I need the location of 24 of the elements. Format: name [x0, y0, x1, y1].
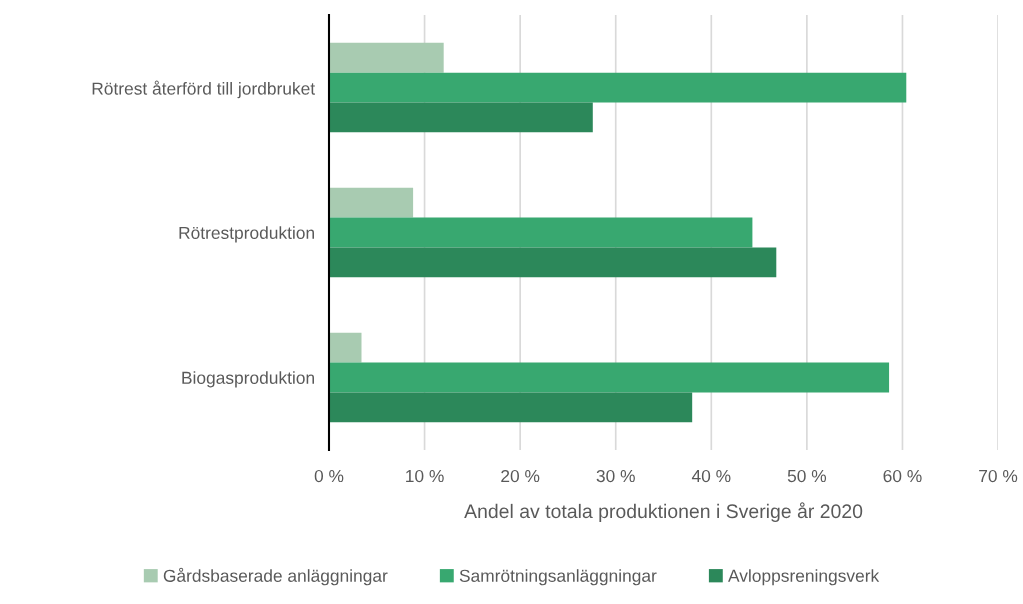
- bar: [329, 217, 753, 248]
- bar: [329, 362, 890, 393]
- x-tick-label: 40 %: [691, 469, 731, 483]
- bar: [329, 332, 362, 363]
- bar: [329, 102, 593, 133]
- legend-label: Samrötningsanläggningar: [459, 569, 657, 586]
- legend-label: Gårdsbaserade anläggningar: [163, 567, 388, 586]
- y-tick-label: Rötrest återförd till jordbruket: [92, 80, 315, 99]
- y-tick-label: Rötrestproduktion: [179, 226, 314, 243]
- bar: [329, 42, 444, 73]
- x-tick-label: 50 %: [787, 469, 827, 483]
- x-tick-label: 70 %: [979, 469, 1018, 483]
- x-tick-label: 10 %: [406, 469, 444, 483]
- bar: [329, 72, 907, 103]
- x-tick-label: 0 %: [314, 469, 344, 483]
- x-tick-label: 20 %: [501, 469, 540, 483]
- bar: [329, 392, 693, 423]
- y-tick-label: Biogasproduktion: [182, 371, 314, 388]
- legend-label: Avloppsreningsverk: [728, 569, 880, 586]
- x-axis-title: Andel av totala produktionen i Sverige år 2020: [464, 502, 863, 522]
- bar: [329, 187, 414, 218]
- x-tick-label: 60 %: [883, 469, 922, 483]
- bar: [329, 247, 777, 278]
- x-tick-label: 30 %: [596, 469, 635, 483]
